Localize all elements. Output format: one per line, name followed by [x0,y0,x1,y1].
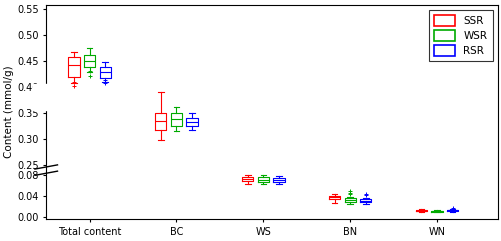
Y-axis label: Content (mmol/g): Content (mmol/g) [4,66,14,158]
Legend: SSR, WSR, RSR: SSR, WSR, RSR [428,10,491,61]
Bar [33,84,60,110]
